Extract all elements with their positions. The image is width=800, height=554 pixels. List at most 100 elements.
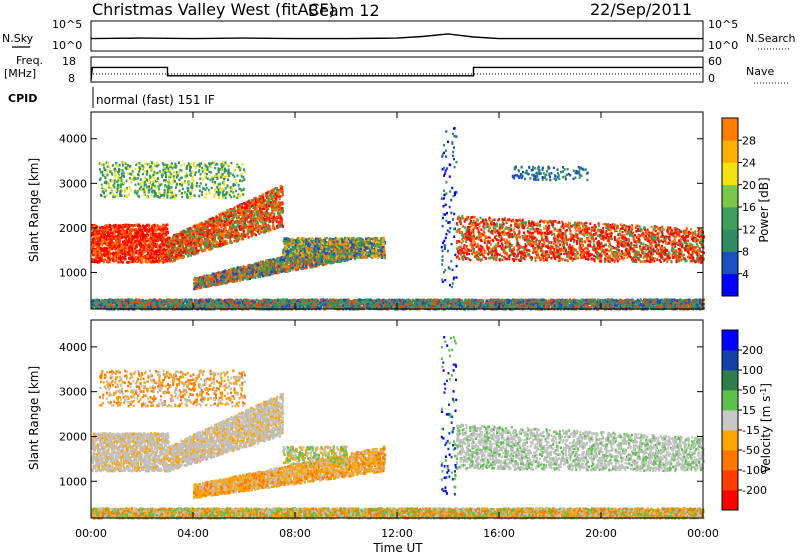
power-echo-band: [140, 230, 142, 233]
power-echo-band: [227, 220, 229, 223]
power-echo-band: [227, 243, 229, 246]
power-echo-band: [250, 220, 252, 223]
power-echo-band: [146, 238, 148, 241]
power-echo-band: [164, 225, 166, 228]
power-echo-band: [188, 245, 190, 248]
power-echo-band: [187, 229, 189, 232]
power-echo-band: [225, 231, 227, 234]
power-echo-band: [225, 228, 227, 231]
power-echo-band: [161, 225, 163, 228]
power-echo-band: [97, 254, 99, 256]
power-echo-band: [195, 243, 197, 246]
power-echo-band: [177, 249, 179, 252]
power-echo-band: [212, 225, 214, 228]
power-echo-band: [218, 245, 220, 248]
power-echo-band: [180, 239, 182, 242]
power-echo-band: [139, 235, 141, 238]
power-echo-band: [230, 236, 232, 239]
power-echo-band: [117, 236, 119, 239]
power-echo-band: [135, 252, 137, 255]
power-echo-band: [211, 247, 213, 250]
power-echo-band: [206, 245, 208, 248]
power-echo-band: [227, 213, 229, 216]
power-echo-band: [120, 258, 122, 261]
power-echo-band: [165, 231, 167, 234]
power-echo-band: [278, 193, 280, 196]
power-echo-band: [171, 243, 173, 246]
power-echo-band: [122, 253, 124, 256]
power-echo-band: [121, 236, 123, 239]
power-echo-band: [122, 225, 124, 228]
power-echo-band: [161, 239, 163, 242]
power-echo-band: [106, 227, 108, 230]
power-echo-band: [118, 257, 120, 260]
nsky-panel: N.Sky 10^5 10^0 10^5 10^0 N.Search: [2, 18, 796, 52]
power-echo-band: [98, 235, 100, 238]
power-echo-band: [106, 235, 108, 238]
power-echo-band: [242, 217, 244, 220]
power-echo-band: [279, 221, 281, 224]
power-echo-band: [273, 219, 275, 222]
power-echo-band: [125, 234, 127, 237]
power-echo-band: [218, 229, 220, 232]
nave-tick-bottom: 0: [708, 72, 715, 85]
power-echo-band: [233, 207, 235, 210]
power-echo-band: [189, 230, 191, 233]
power-echo-band: [228, 211, 230, 214]
power-echo-band: [279, 190, 281, 193]
power-echo-band: [131, 257, 133, 260]
power-echo-band: [130, 242, 132, 245]
power-echo-band: [280, 217, 282, 220]
power-echo-band: [236, 235, 238, 238]
power-echo-band: [230, 209, 232, 212]
power-echo-band: [94, 249, 96, 252]
power-echo-band: [209, 240, 211, 243]
power-echo-band: [146, 255, 148, 258]
power-echo-band: [225, 213, 227, 216]
power-echo-band: [137, 257, 139, 260]
power-echo-band: [217, 224, 219, 227]
power-echo-band: [163, 234, 165, 237]
power-echo-band: [129, 232, 131, 235]
power-echo-band: [113, 248, 115, 251]
power-echo-band: [205, 241, 207, 244]
power-echo-band: [109, 261, 111, 264]
power-echo-band: [243, 214, 245, 217]
power-echo-band: [249, 228, 251, 231]
power-echo-band: [269, 197, 271, 200]
power-echo-band: [269, 191, 271, 194]
power-echo-band: [225, 236, 227, 239]
power-echo-band: [108, 232, 110, 235]
power-echo-band: [92, 234, 94, 237]
power-echo-band: [246, 228, 248, 231]
power-echo-band: [244, 235, 246, 238]
power-echo-band: [166, 238, 168, 241]
freq-label-2: [MHz]: [4, 67, 36, 80]
power-echo-band: [235, 210, 237, 213]
power-echo-band: [233, 231, 235, 234]
power-echo-band: [180, 249, 182, 252]
power-echo-band: [113, 254, 115, 257]
power-echo-band: [265, 214, 267, 217]
power-echo-band: [117, 233, 119, 236]
power-echo-band: [262, 224, 264, 227]
power-echo-band: [272, 226, 274, 229]
power-echo-band: [93, 230, 95, 233]
power-echo-band: [197, 252, 199, 255]
power-echo-band: [276, 189, 278, 192]
power-echo-band: [273, 188, 275, 191]
power-echo-band: [132, 225, 134, 228]
power-echo-band: [182, 247, 184, 250]
power-echo-band: [191, 236, 193, 239]
power-echo-band: [112, 232, 114, 235]
power-echo-band: [228, 229, 230, 232]
nsky-label: N.Sky: [2, 32, 34, 45]
power-echo-band: [216, 245, 218, 248]
power-echo-band: [111, 248, 113, 251]
power-echo-band: [267, 202, 269, 205]
power-echo-band: [238, 217, 240, 220]
power-echo-band: [146, 232, 148, 235]
power-echo-band: [172, 257, 174, 260]
power-echo-band: [150, 234, 152, 237]
power-echo-band: [235, 229, 237, 232]
